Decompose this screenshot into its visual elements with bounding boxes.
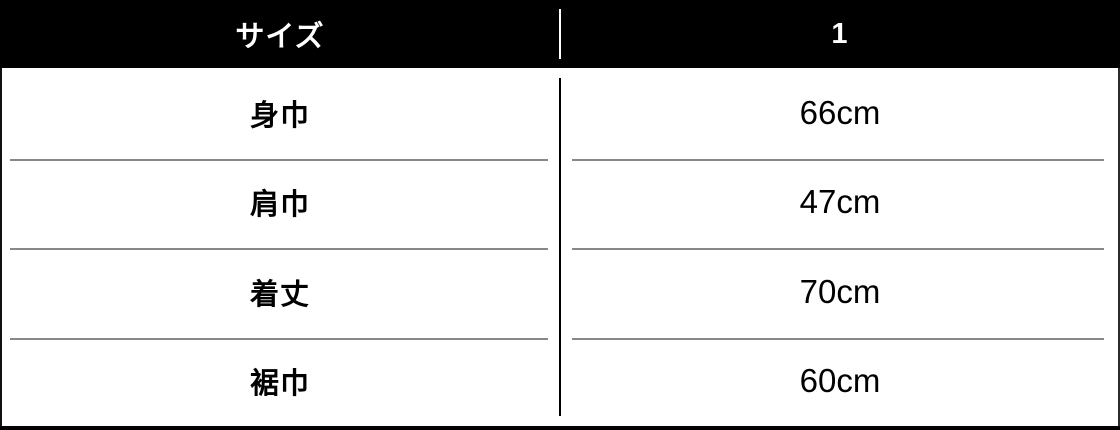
table-row-hem-width: 裾巾 60cm (0, 337, 1120, 427)
table-row-body-width: 身巾 66cm (0, 68, 1120, 158)
header-cell-size: サイズ (235, 21, 325, 53)
table-row-shoulder-width: 肩巾 47cm (0, 158, 1120, 248)
row-divider (572, 159, 1104, 161)
table-row-length: 着丈 70cm (0, 247, 1120, 337)
table-border-left (0, 68, 2, 430)
row-divider (10, 159, 548, 161)
row-value: 47cm (799, 183, 881, 221)
table-border-bottom (0, 426, 1120, 430)
header-cell-size-1: 1 (831, 17, 849, 50)
column-divider (559, 78, 561, 416)
row-divider (572, 338, 1104, 340)
row-label: 裾巾 (249, 368, 310, 401)
row-label: 身巾 (249, 99, 310, 132)
row-divider (10, 248, 548, 250)
header-column-divider (559, 9, 561, 59)
row-label: 着丈 (249, 278, 310, 311)
table-border-right (1118, 68, 1120, 430)
table-body: 身巾 66cm 肩巾 47cm 着丈 70cm 裾巾 60cm (0, 68, 1120, 426)
row-label: 肩巾 (249, 189, 310, 222)
row-value: 60cm (799, 362, 881, 400)
row-value: 70cm (799, 272, 881, 310)
row-divider (572, 248, 1104, 250)
row-value: 66cm (799, 93, 881, 131)
row-divider (10, 338, 548, 340)
